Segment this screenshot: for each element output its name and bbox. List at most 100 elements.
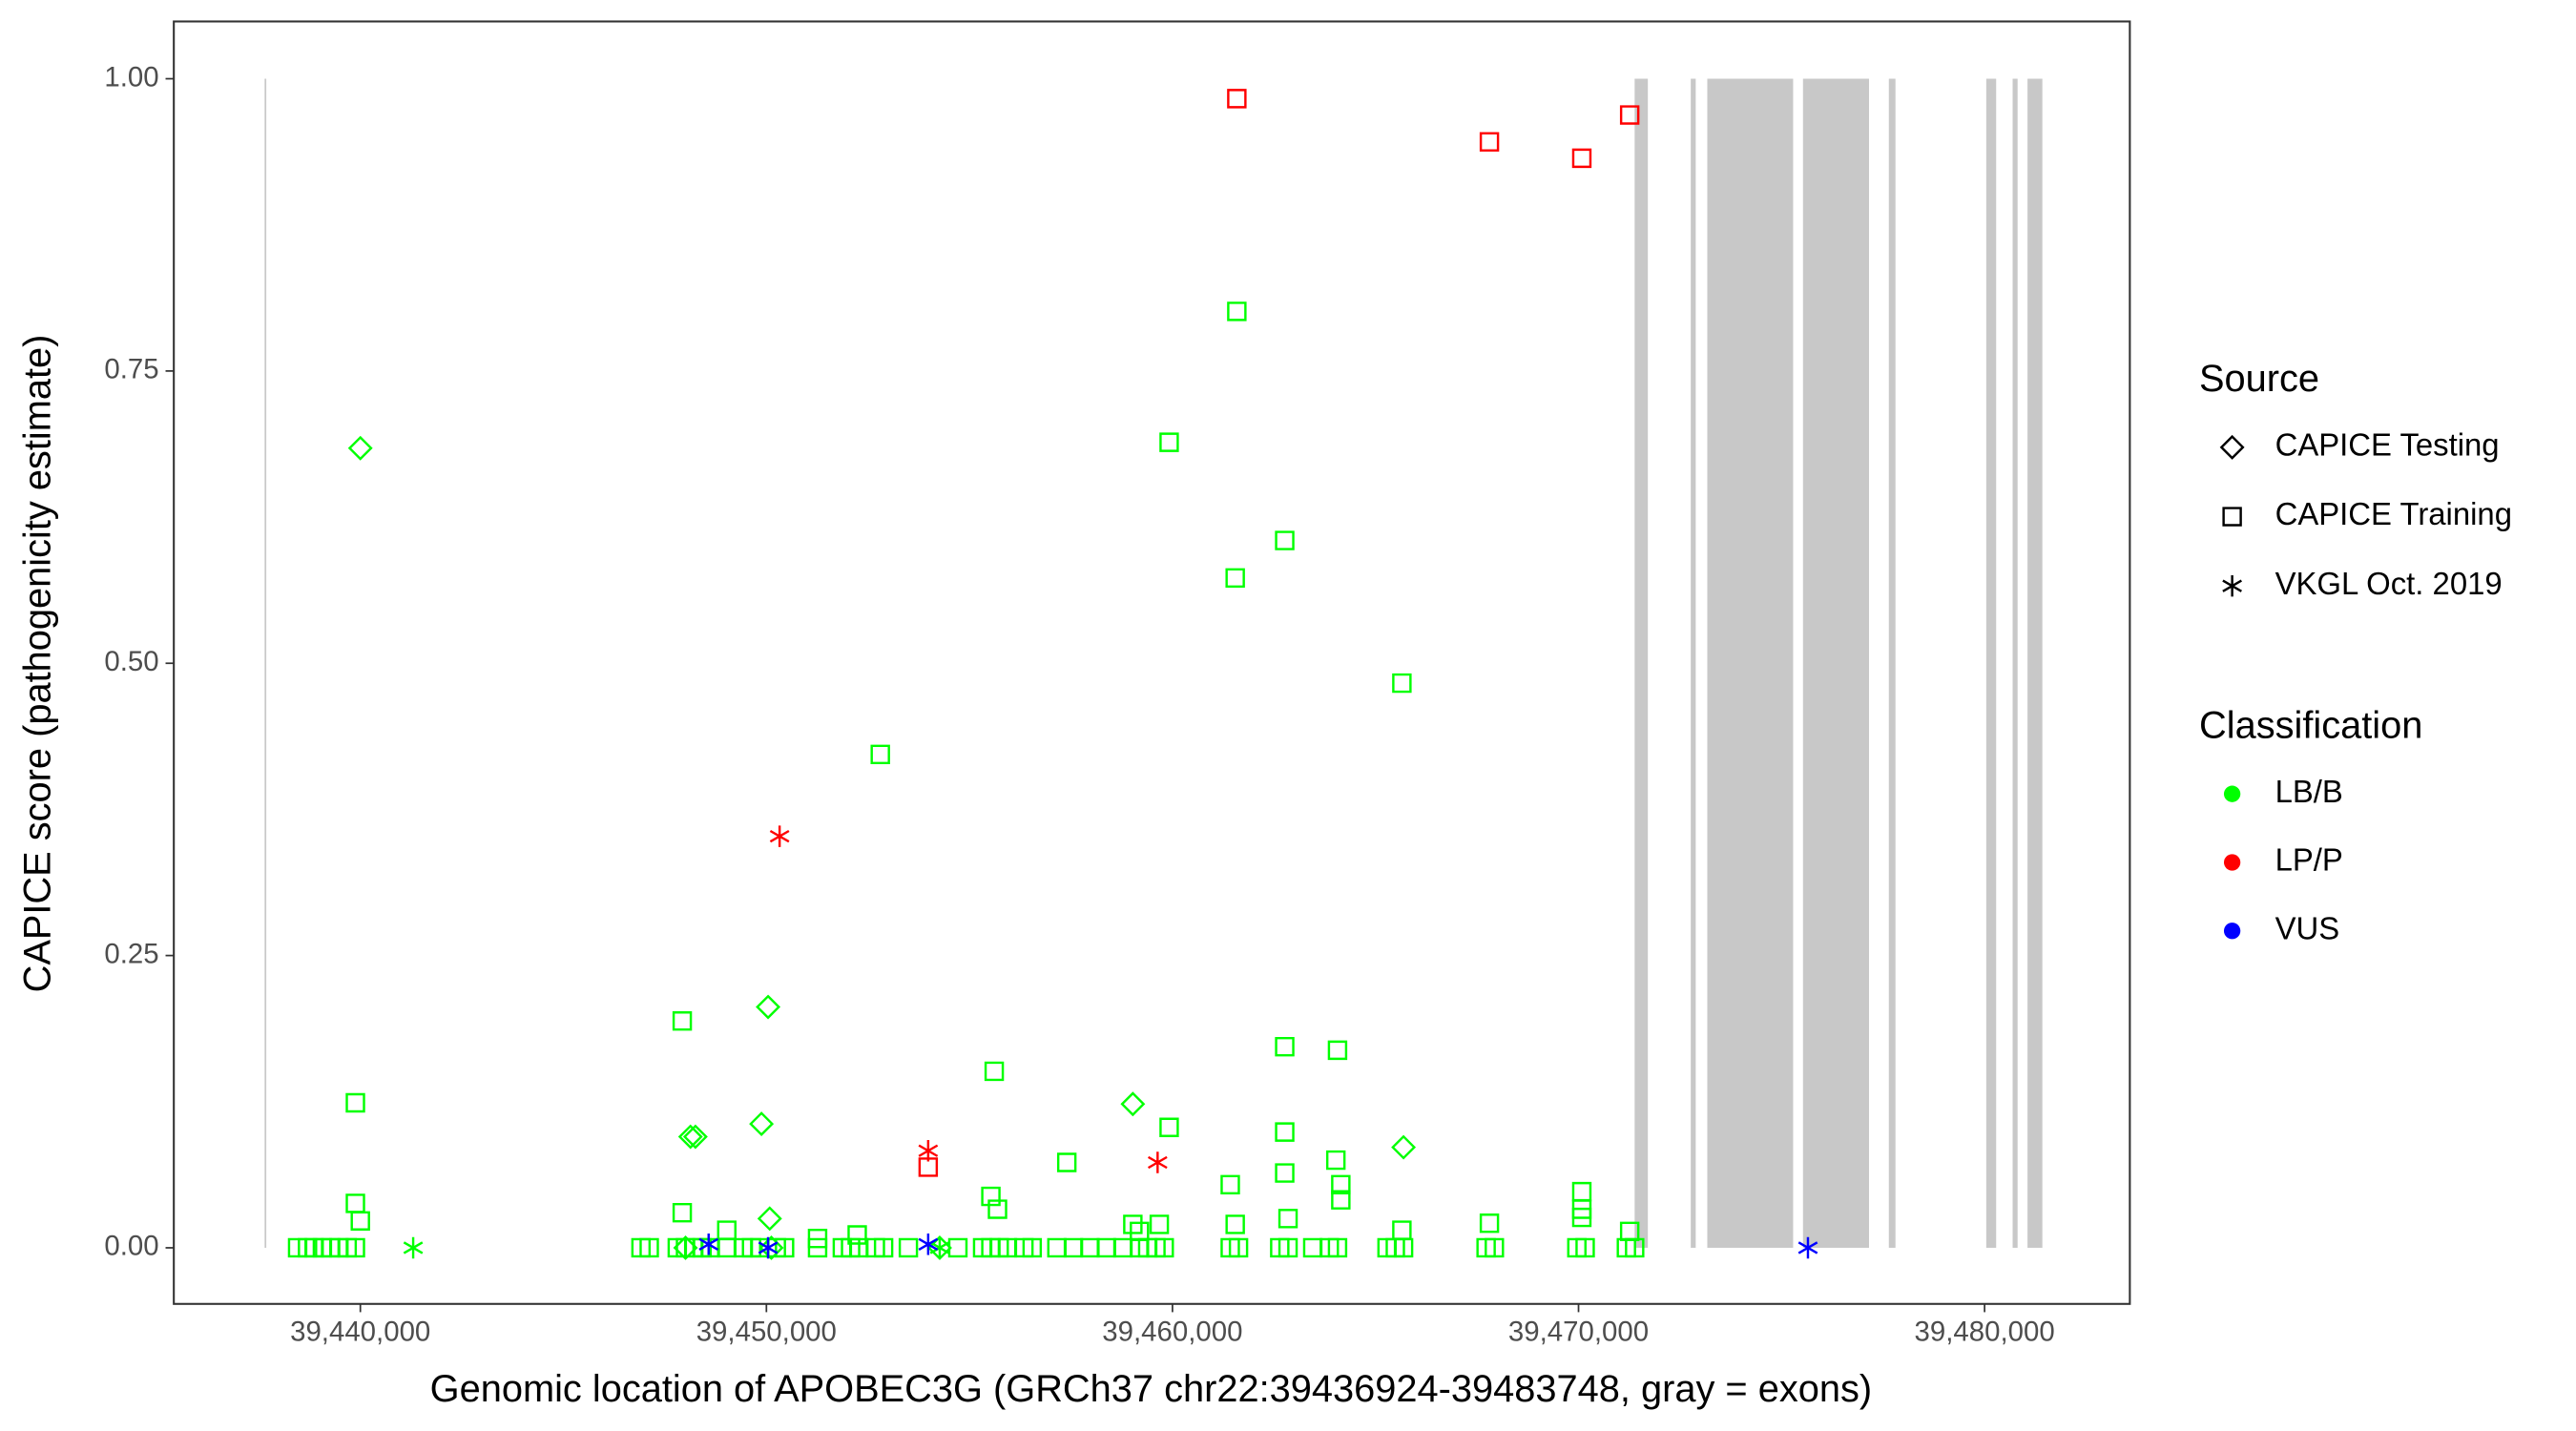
point xyxy=(345,1092,365,1113)
point xyxy=(984,1061,1005,1082)
point xyxy=(1392,673,1412,694)
legend-key xyxy=(2219,434,2245,460)
point xyxy=(756,994,781,1020)
legend-key xyxy=(2223,785,2241,802)
point xyxy=(673,1235,698,1260)
point xyxy=(1220,1174,1240,1194)
x-tick-label: 39,460,000 xyxy=(1102,1317,1242,1348)
point xyxy=(677,1124,703,1150)
exon xyxy=(1802,78,1869,1248)
x-tick-label: 39,450,000 xyxy=(696,1317,837,1348)
exon xyxy=(264,78,267,1248)
point xyxy=(1485,1237,1505,1258)
point xyxy=(981,1186,1001,1207)
point xyxy=(350,1211,370,1231)
point xyxy=(1227,301,1247,321)
point xyxy=(1123,1214,1143,1234)
legend-label: LB/B xyxy=(2275,774,2343,809)
point xyxy=(1120,1091,1146,1117)
point xyxy=(1080,1237,1100,1258)
point xyxy=(1047,1237,1067,1258)
point xyxy=(929,1236,950,1259)
point xyxy=(1112,1237,1133,1258)
point xyxy=(403,1236,424,1259)
point xyxy=(1571,148,1592,169)
legend-label: VKGL Oct. 2019 xyxy=(2275,566,2503,601)
point xyxy=(1571,1207,1592,1228)
y-tick-label: 0.25 xyxy=(104,938,158,969)
point xyxy=(1391,1134,1417,1160)
point xyxy=(757,1206,782,1232)
point xyxy=(1327,1237,1348,1258)
point xyxy=(672,1011,693,1031)
point xyxy=(1302,1237,1323,1258)
legend-key xyxy=(2223,854,2241,871)
point xyxy=(1327,1040,1348,1061)
x-tick-label: 39,440,000 xyxy=(290,1317,430,1348)
point xyxy=(1022,1237,1043,1258)
point xyxy=(1154,1237,1174,1258)
x-tick-label: 39,480,000 xyxy=(1915,1317,2055,1348)
legend-title: Source xyxy=(2199,358,2319,400)
point xyxy=(1275,1122,1295,1142)
point xyxy=(287,1237,308,1258)
point xyxy=(918,1140,939,1162)
point xyxy=(1331,1174,1351,1194)
point xyxy=(769,825,790,847)
point xyxy=(918,1157,939,1177)
legend-title: Classification xyxy=(2199,704,2422,746)
y-tick-label: 0.50 xyxy=(104,646,158,677)
point xyxy=(1479,132,1500,152)
y-tick-label: 0.75 xyxy=(104,354,158,385)
point xyxy=(1275,1163,1295,1183)
point xyxy=(1278,1237,1298,1258)
y-tick-label: 1.00 xyxy=(104,61,158,93)
point xyxy=(1619,105,1640,125)
point xyxy=(345,1237,365,1258)
point xyxy=(1130,1221,1150,1242)
legend-label: VUS xyxy=(2275,910,2340,945)
point xyxy=(1147,1151,1168,1173)
point xyxy=(1393,1237,1414,1258)
point xyxy=(1797,1236,1818,1259)
point xyxy=(1228,1237,1249,1258)
point xyxy=(1275,1036,1295,1057)
point xyxy=(1159,432,1179,452)
exon xyxy=(1634,78,1649,1248)
point xyxy=(775,1237,795,1258)
point xyxy=(1575,1237,1595,1258)
point xyxy=(1625,1237,1645,1258)
point xyxy=(1149,1214,1170,1234)
point xyxy=(717,1220,737,1240)
legend-key xyxy=(2223,923,2241,940)
point xyxy=(717,1237,737,1258)
point xyxy=(918,1234,939,1255)
point xyxy=(639,1237,659,1258)
point xyxy=(1278,1209,1298,1229)
point xyxy=(1275,530,1295,550)
point xyxy=(347,435,373,461)
legend-key xyxy=(2222,507,2242,527)
point xyxy=(873,1237,894,1258)
point xyxy=(1063,1237,1084,1258)
point xyxy=(1225,1214,1245,1234)
legend-label: CAPICE Training xyxy=(2275,496,2512,531)
point xyxy=(1227,89,1247,109)
legend-label: LP/P xyxy=(2275,842,2343,878)
point xyxy=(345,1193,365,1213)
point xyxy=(672,1202,693,1223)
exon xyxy=(2012,78,2018,1248)
point xyxy=(1096,1237,1116,1258)
point xyxy=(758,1235,784,1260)
legend-label: CAPICE Testing xyxy=(2275,427,2500,463)
y-axis-title: CAPICE score (pathogenicity estimate) xyxy=(17,335,59,993)
point xyxy=(1331,1190,1351,1210)
point xyxy=(898,1237,919,1258)
point xyxy=(758,1236,779,1259)
exon xyxy=(2027,78,2043,1248)
exon xyxy=(1888,78,1896,1248)
y-tick-label: 0.00 xyxy=(104,1231,158,1262)
point xyxy=(1325,1150,1346,1171)
point xyxy=(1392,1220,1412,1240)
